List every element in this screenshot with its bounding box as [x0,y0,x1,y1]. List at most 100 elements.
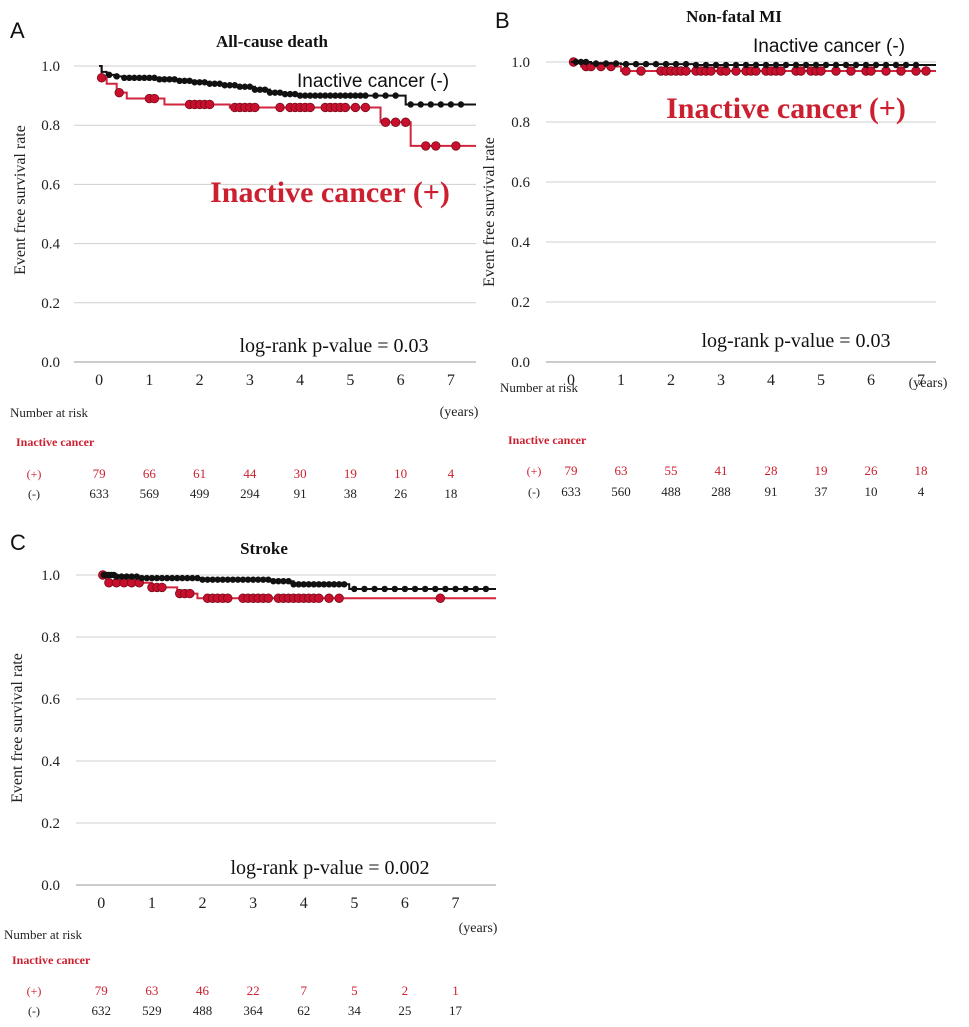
censor-mark-positive [157,582,167,593]
censor-mark-negative [219,576,226,583]
censor-mark-negative [196,79,203,86]
censor-mark-negative [312,92,319,99]
censor-mark-positive [250,102,260,113]
y-tick-label: 0.4 [41,237,60,253]
censor-mark-negative [300,581,307,588]
risk-count: 91 [765,484,778,499]
censor-mark-positive [921,66,931,76]
censor-mark-negative [161,76,168,83]
x-tick-label: 7 [917,372,925,389]
x-tick-label: 6 [397,372,405,389]
censor-mark-negative [330,581,338,588]
censor-mark-negative [211,80,218,87]
censor-mark-negative [256,86,264,93]
censor-mark-negative [194,574,201,582]
censor-mark-negative [146,74,153,82]
censor-mark-positive [149,93,160,104]
y-tick-label: 0.2 [41,296,60,312]
risk-count: 288 [711,484,731,499]
censor-mark-positive [866,66,876,76]
censor-mark-negative [882,61,890,69]
x-tick-label: 0 [567,372,575,389]
risk-count: 41 [715,463,728,478]
risk-count: 560 [611,484,631,499]
censor-mark-negative [662,60,670,68]
censor-mark-negative [254,576,262,583]
chart-panel-a: A All-cause death 0.0 0.2 0.4 0.6 0.8 1.0 0 1 2 3 4 5… [10,18,479,501]
censor-mark-negative [186,77,193,85]
y-tick-label: 0.2 [41,816,60,832]
censor-mark-negative [782,61,790,69]
censor-mark-negative [105,71,113,79]
censor-mark-negative [141,74,148,82]
risk-count: 25 [398,1003,411,1018]
censor-mark-negative [572,58,580,66]
censor-mark-negative [166,76,173,83]
censor-mark-negative [113,573,120,580]
censor-mark-negative [342,92,349,99]
censor-mark-negative [133,573,140,580]
censor-mark-negative [722,61,730,69]
censor-mark-negative [842,61,850,69]
censor-mark-positive [340,102,351,113]
panel-letter: A [10,18,25,43]
censor-mark-negative [427,101,434,108]
censor-mark-negative [325,581,333,588]
censor-mark-negative [411,585,419,593]
censor-mark-negative [113,73,120,80]
censor-mark-negative [286,90,294,98]
risk-count: 79 [93,466,106,481]
censor-mark-positive [621,66,631,76]
risk-count: 4 [918,484,925,499]
censor-mark-negative [214,576,221,583]
panel-letter: B [495,8,510,33]
censor-mark-negative [234,576,242,583]
risk-count: 633 [561,484,581,499]
censor-mark-negative [204,576,211,583]
x-tick-label: 6 [401,895,409,912]
risk-count: 18 [915,463,928,478]
censor-mark-negative [332,92,339,99]
censor-mark-negative [241,83,249,90]
censor-mark-positive [204,99,215,110]
censor-mark-negative [732,61,740,69]
risk-count: 46 [196,983,210,998]
censor-mark-positive [846,66,856,76]
censor-mark-positive [360,102,371,113]
censor-mark-negative [577,58,585,66]
censor-mark-negative [712,61,720,69]
risk-table-group: Inactive cancer [12,953,91,967]
censor-mark-negative [189,574,196,582]
censor-mark-negative [872,61,880,69]
censor-mark-negative [305,581,312,588]
chart-panel-b: B Non-fatal MI0.00.20.40.60.81.00 1 2 3 4 5 6 7(… [481,7,948,499]
risk-count: 19 [815,463,828,478]
chart-title: Non-fatal MI [686,7,782,26]
y-tick-label: 0.6 [41,177,60,193]
risk-count: 2 [402,983,409,998]
censor-mark-negative [163,574,171,582]
risk-count: 499 [190,486,210,501]
censor-mark-negative [206,80,213,87]
censor-mark-negative [199,576,206,583]
risk-count: 19 [344,466,357,481]
censor-mark-positive [451,141,461,151]
y-tick-label: 0.2 [511,295,530,311]
censor-mark-negative [752,61,760,69]
censor-mark-negative [301,92,309,99]
censor-mark-negative [892,61,900,69]
censor-mark-negative [762,61,770,69]
x-tick-label: 5 [817,372,825,389]
censor-mark-negative [361,585,368,593]
censor-mark-negative [123,573,130,580]
censor-mark-negative [246,83,254,90]
censor-mark-negative [226,82,233,89]
censor-mark-negative [912,61,920,69]
risk-count: 364 [243,1003,263,1018]
censor-mark-negative [291,90,299,98]
censor-mark-negative [672,60,680,68]
y-axis-label: Event free survival rate [481,137,498,287]
risk-count: 632 [92,1003,112,1018]
censor-mark-negative [265,576,272,583]
